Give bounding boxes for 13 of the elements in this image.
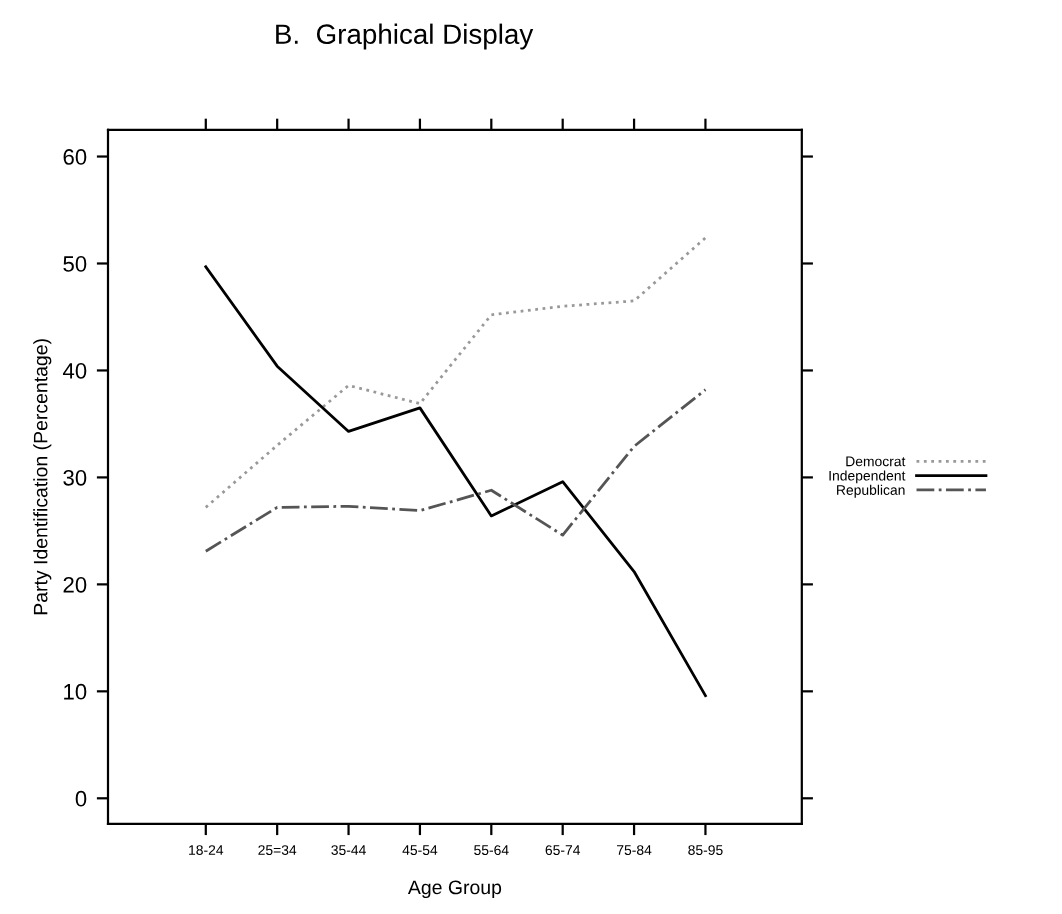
chart-title: B. Graphical Display bbox=[276, 23, 534, 50]
y-tick-label: 0 bbox=[75, 790, 87, 807]
y-tick-label: 50 bbox=[63, 256, 87, 272]
y-tick-label: 60 bbox=[63, 149, 87, 165]
y-tick-label: 40 bbox=[62, 362, 87, 379]
line-series bbox=[204, 388, 707, 553]
y-tick-label: 20 bbox=[63, 576, 87, 593]
y-tick-label: 10 bbox=[64, 683, 87, 700]
line-series bbox=[204, 265, 707, 698]
line-series bbox=[204, 236, 707, 509]
y-tick-label: 30 bbox=[63, 469, 87, 486]
x-axis-title: Age Group bbox=[407, 880, 502, 899]
y-axis-title: Party Identification (Percentage) bbox=[33, 339, 52, 615]
